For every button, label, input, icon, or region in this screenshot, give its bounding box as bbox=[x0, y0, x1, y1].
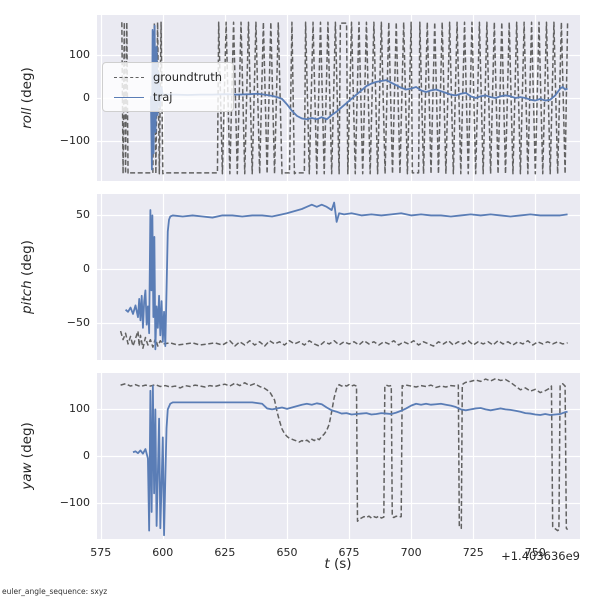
x-axis-label: t (s) bbox=[324, 556, 351, 572]
y-tick-label: −100 bbox=[59, 495, 90, 509]
legend-label-traj: traj bbox=[153, 90, 173, 104]
y-axis-label-pitch-var: pitch bbox=[19, 280, 35, 314]
x-tick-label: 675 bbox=[338, 546, 360, 559]
y-axis-label-yaw-unit: (deg) bbox=[19, 422, 35, 463]
plot-area-pitch bbox=[97, 194, 580, 360]
y-axis-label-roll-var: roll bbox=[19, 107, 35, 129]
plot-area-yaw bbox=[97, 373, 580, 539]
x-tick-label: 575 bbox=[90, 546, 112, 559]
footer-annotation: euler_angle_sequence: sxyz bbox=[2, 587, 108, 596]
x-axis-label-unit: (s) bbox=[329, 556, 352, 572]
x-tick-label: 600 bbox=[152, 546, 174, 559]
x-axis-label-var: t bbox=[324, 556, 330, 572]
x-tick-label: 625 bbox=[214, 546, 236, 559]
y-axis-label-yaw: yaw (deg) bbox=[19, 422, 35, 490]
y-tick-label: 0 bbox=[83, 90, 90, 104]
y-axis-label-yaw-var: yaw bbox=[19, 462, 35, 490]
y-tick-label: 100 bbox=[69, 48, 90, 62]
subplot-yaw: −100 0 100 575 600 625 650 675 700 725 750 bbox=[60, 373, 580, 559]
legend-entry-groundtruth: groundtruth bbox=[114, 70, 222, 84]
y-tick-label: 50 bbox=[76, 208, 90, 222]
legend: groundtruth traj bbox=[102, 62, 235, 112]
dashed-line-swatch-icon bbox=[114, 76, 144, 78]
subplot-roll: groundtruth traj −100 0 100 bbox=[60, 15, 580, 181]
y-axis-label-pitch-unit: (deg) bbox=[19, 240, 35, 281]
subplot-pitch: −50 0 50 bbox=[67, 194, 580, 360]
x-tick-label: 750 bbox=[524, 546, 546, 559]
y-axis-label-pitch: pitch (deg) bbox=[19, 240, 35, 314]
y-tick-label: −100 bbox=[59, 133, 90, 147]
x-tick-label: 725 bbox=[462, 546, 484, 559]
x-tick-label: 650 bbox=[276, 546, 298, 559]
y-axis-label-roll-unit: (deg) bbox=[19, 67, 35, 108]
y-axis-label-roll: roll (deg) bbox=[19, 67, 35, 129]
legend-label-groundtruth: groundtruth bbox=[153, 70, 223, 84]
legend-entry-traj: traj bbox=[114, 90, 222, 104]
y-tick-label: 100 bbox=[69, 402, 90, 416]
solid-line-swatch-icon bbox=[114, 96, 144, 98]
y-tick-label: 0 bbox=[83, 448, 90, 462]
x-tick-label: 700 bbox=[400, 546, 422, 559]
y-tick-label: 0 bbox=[83, 261, 90, 275]
x-axis-offset-text: +1.403636e9 bbox=[501, 549, 580, 563]
y-tick-label: −50 bbox=[66, 315, 90, 329]
